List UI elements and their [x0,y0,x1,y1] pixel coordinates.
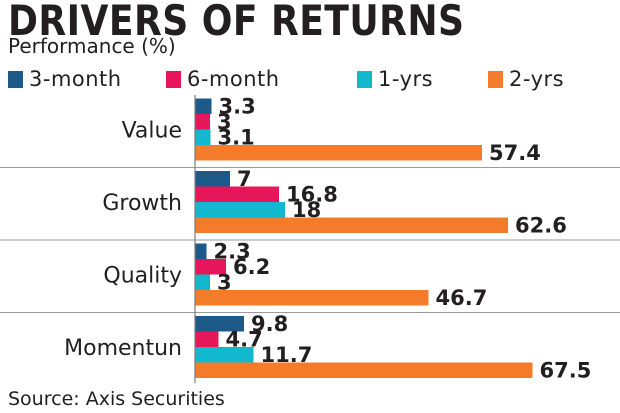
bar-quality-6-month [195,259,226,275]
chart-source: Source: Axis Securities [8,388,225,410]
bar-growth-1-yrs [195,202,285,218]
bar-value-6-month [195,114,210,130]
data-label-value-3-month: 3.3 [219,95,256,119]
data-label-quality-6-month: 6.2 [233,255,270,279]
bar-momentun-6-month [195,331,219,347]
bar-quality-3-month [195,243,207,259]
chart-subtitle: Performance (%) [8,34,176,58]
bar-value-2-yrs [195,145,482,161]
data-label-value-6-month: 3 [217,110,232,134]
legend-label-3-month: 3-month [29,67,122,91]
bar-quality-1-yrs [195,274,210,290]
category-label-value: Value [122,119,182,144]
category-label-growth: Growth [102,191,182,216]
data-label-value-2-yrs: 57.4 [489,141,541,165]
category-label-momentun: Momentun [64,336,182,361]
category-label-quality: Quality [103,264,182,289]
legend-swatch-6-month [166,70,181,88]
chart-legend: 3-month 6-month 1-yrs 2-yrs [8,64,620,94]
bar-growth-2-yrs [195,217,508,233]
data-label-momentun-3-month: 9.8 [251,312,288,336]
legend-label-6-month: 6-month [187,67,280,91]
bar-value-1-yrs [195,129,211,145]
data-label-growth-2-yrs: 62.6 [515,214,567,238]
legend-swatch-2-yrs [488,70,503,88]
data-label-quality-1-yrs: 3 [217,271,232,295]
legend-item-3-month: 3-month [8,64,122,94]
legend-label-1-yrs: 1-yrs [378,67,434,91]
legend-item-1-yrs: 1-yrs [357,64,433,94]
bar-momentun-3-month [195,316,244,332]
bar-value-3-month [195,98,212,114]
bar-momentun-2-yrs [195,362,533,378]
legend-swatch-3-month [8,70,23,88]
bar-quality-2-yrs [195,290,429,306]
legend-item-6-month: 6-month [166,64,280,94]
legend-swatch-1-yrs [357,70,372,88]
legend-item-2-yrs: 2-yrs [488,64,564,94]
bar-growth-3-month [195,171,230,187]
data-label-momentun-2-yrs: 67.5 [540,359,592,383]
legend-label-2-yrs: 2-yrs [509,67,565,91]
data-label-quality-2-yrs: 46.7 [436,286,488,310]
data-label-growth-3-month: 7 [237,167,252,191]
chart-title: DRIVERS OF RETURNS [8,0,465,45]
bar-growth-6-month [195,186,279,202]
bar-momentun-1-yrs [195,347,254,363]
data-label-growth-6-month: 16.8 [286,183,338,207]
